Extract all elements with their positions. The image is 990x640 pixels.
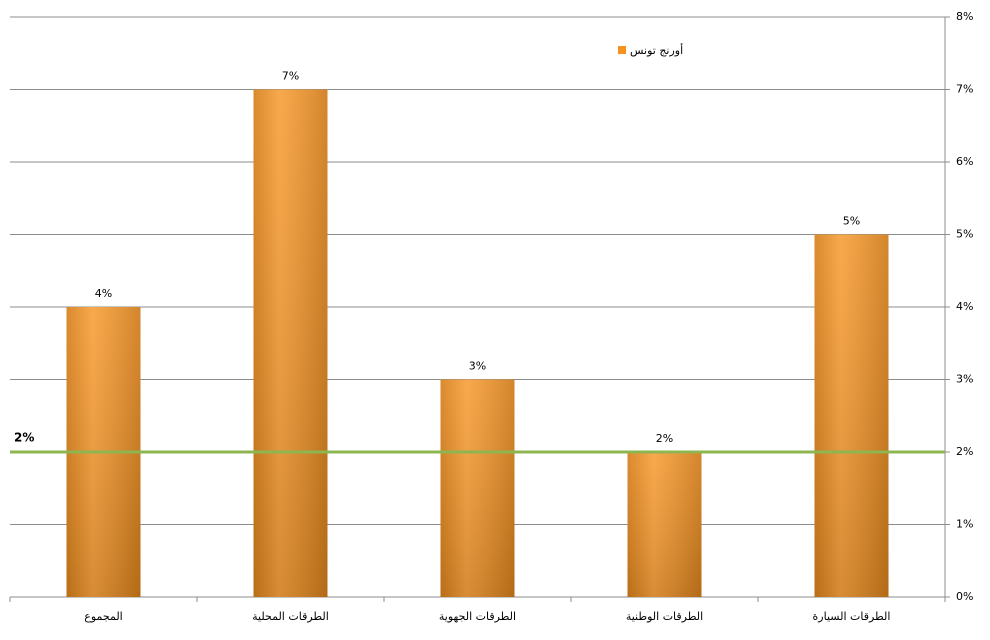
legend: أورنج تونس (618, 43, 683, 57)
data-label: 5% (843, 215, 860, 228)
bar-shade (440, 379, 515, 597)
y-tick-label: 1% (956, 518, 973, 531)
y-tick-label: 0% (956, 590, 973, 603)
x-tick-label: المجموع (84, 610, 122, 623)
data-label: 2% (656, 432, 673, 445)
y-tick-label: 5% (956, 228, 973, 241)
y-tick-label: 7% (956, 83, 973, 96)
data-label: 4% (95, 287, 112, 300)
reference-label: 2% (14, 431, 34, 445)
bar-shade (814, 234, 889, 597)
legend-label: أورنج تونس (630, 43, 683, 57)
x-tick-label: الطرقات الجهوية (439, 610, 516, 623)
x-tick-label: الطرقات السيارة (813, 610, 891, 623)
bar-shade (253, 89, 328, 597)
y-tick-label: 6% (956, 155, 973, 168)
x-tick-label: الطرقات المحلية (252, 610, 329, 623)
x-tick-label: الطرقات الوطنية (626, 610, 703, 623)
y-tick-label: 3% (956, 373, 973, 386)
y-tick-label: 4% (956, 300, 973, 313)
data-label: 3% (469, 360, 486, 373)
bar-shade (627, 452, 702, 597)
y-tick-label: 2% (956, 445, 973, 458)
legend-swatch (618, 46, 626, 54)
data-label: 7% (282, 70, 299, 83)
y-tick-label: 8% (956, 10, 973, 23)
